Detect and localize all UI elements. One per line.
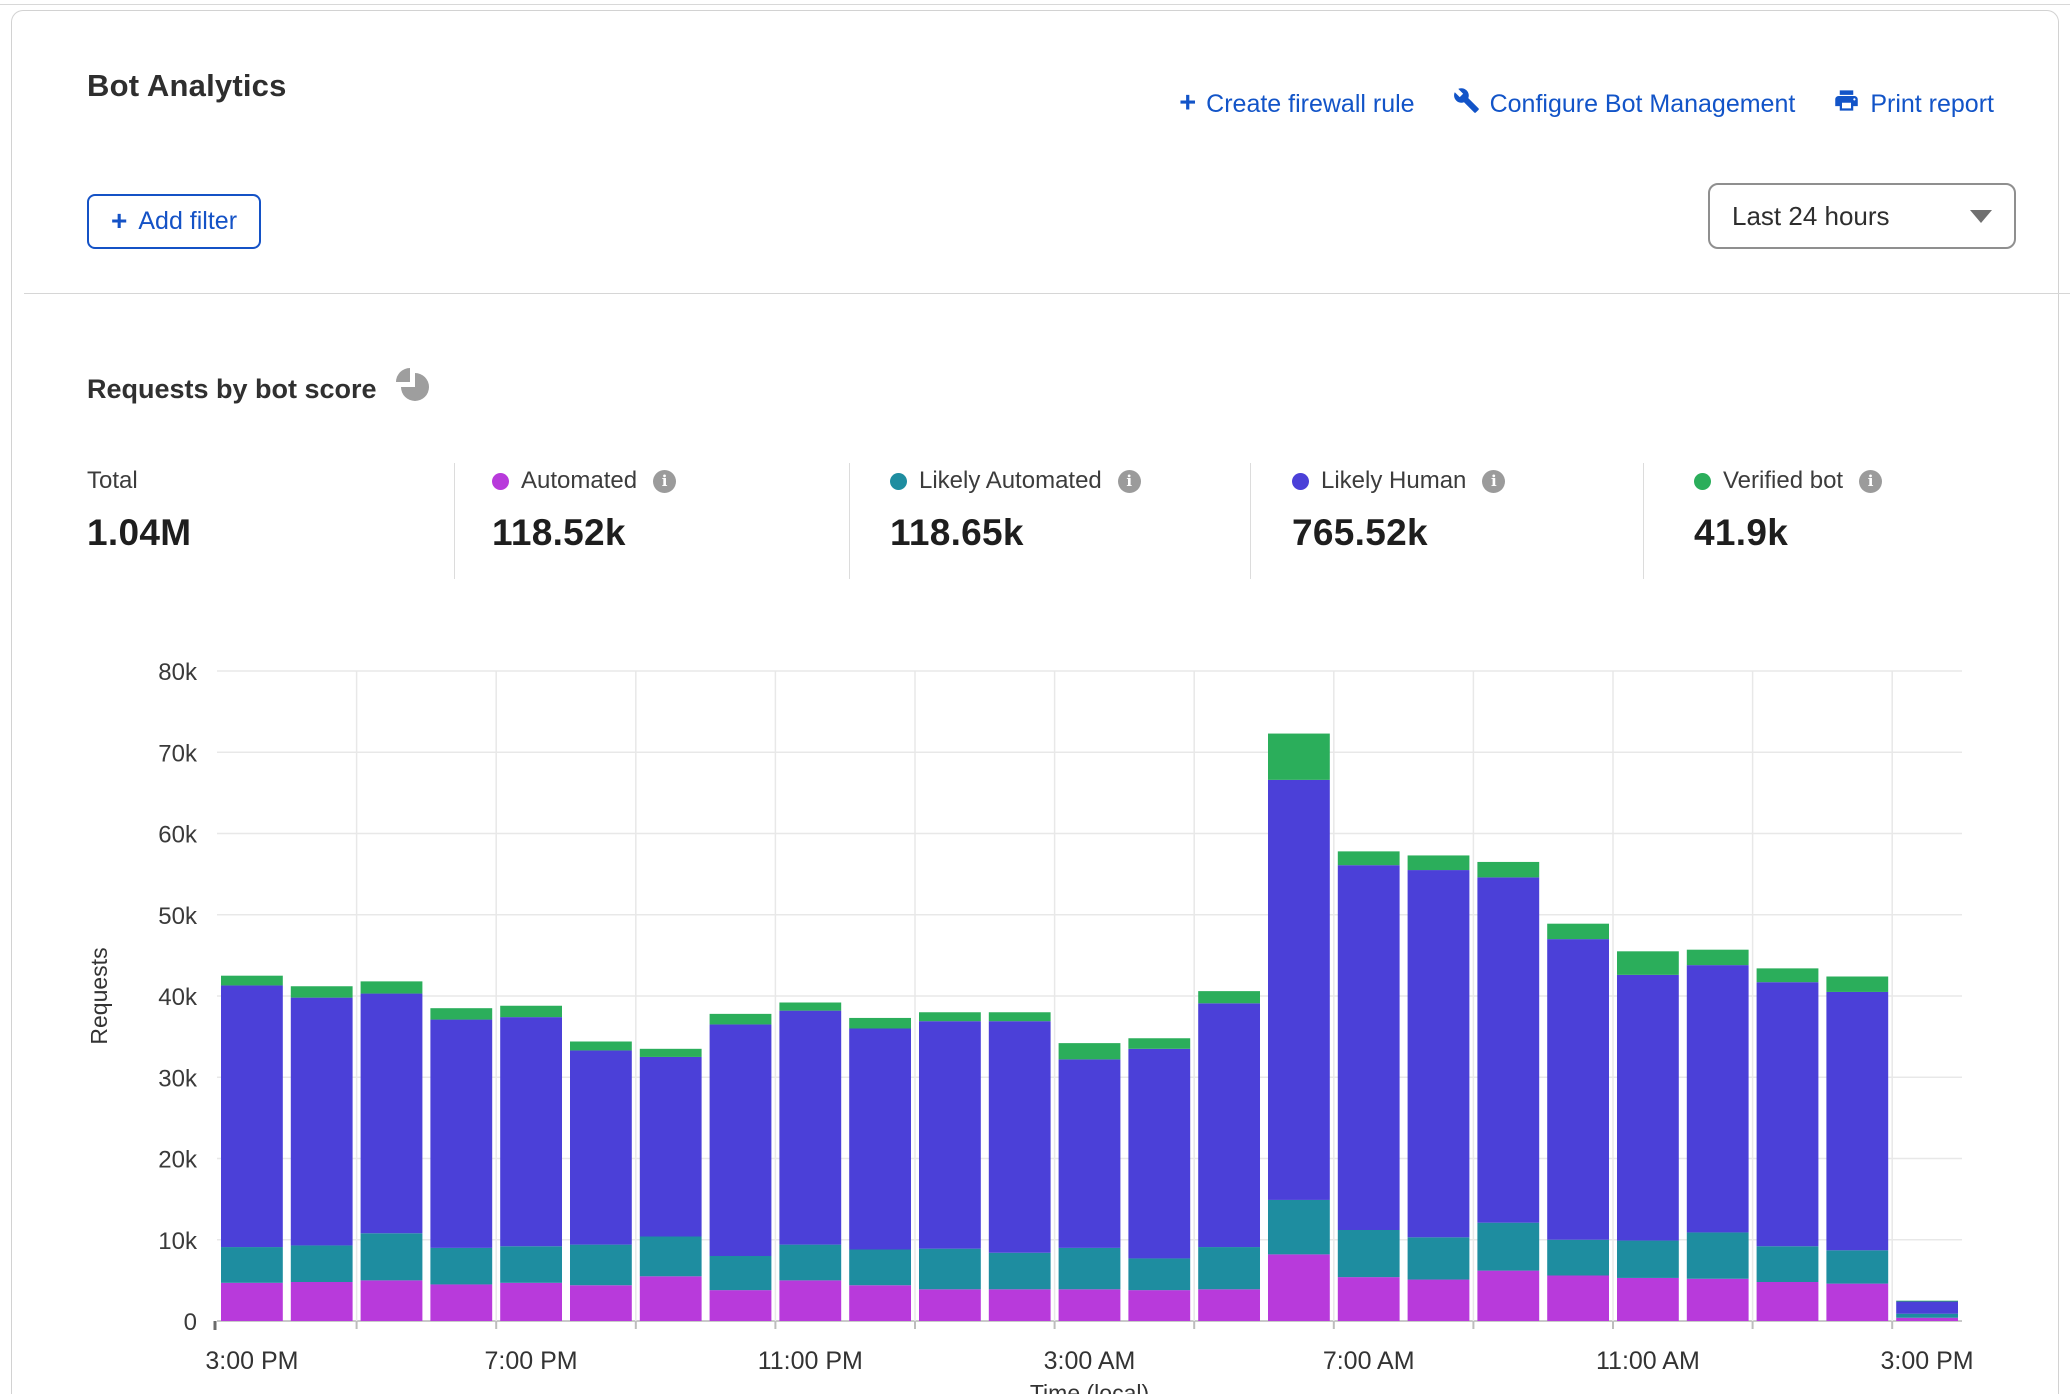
stat-total: Total 1.04M <box>87 466 191 554</box>
top-rule <box>0 4 2070 5</box>
create-firewall-rule-label: Create firewall rule <box>1206 90 1414 119</box>
verified-bot-legend-dot <box>1694 473 1711 490</box>
svg-text:10k: 10k <box>158 1228 198 1255</box>
configure-bot-management-link[interactable]: Configure Bot Management <box>1453 87 1796 121</box>
wrench-icon <box>1453 87 1480 121</box>
svg-text:70k: 70k <box>158 740 198 767</box>
print-report-link[interactable]: Print report <box>1833 87 1994 121</box>
header-actions: + Create firewall rule Configure Bot Man… <box>1179 87 1994 121</box>
stat-total-value: 1.04M <box>87 512 191 554</box>
info-icon[interactable]: i <box>1482 470 1505 493</box>
create-firewall-rule-link[interactable]: + Create firewall rule <box>1179 90 1414 119</box>
svg-text:11:00 AM: 11:00 AM <box>1596 1347 1700 1375</box>
svg-text:80k: 80k <box>158 659 198 686</box>
print-report-label: Print report <box>1870 90 1994 119</box>
svg-text:3:00 PM: 3:00 PM <box>205 1347 298 1375</box>
svg-text:7:00 PM: 7:00 PM <box>485 1347 578 1375</box>
pie-chart-icon <box>393 367 433 412</box>
stat-likely-automated-label: Likely Automated <box>919 467 1102 495</box>
stat-verified-bot-label: Verified bot <box>1723 467 1843 495</box>
info-icon[interactable]: i <box>1859 470 1882 493</box>
stat-separator <box>454 463 455 579</box>
stat-verified-bot-value: 41.9k <box>1694 512 1882 554</box>
stat-total-label: Total <box>87 467 138 495</box>
svg-text:40k: 40k <box>158 984 198 1011</box>
stat-automated-value: 118.52k <box>492 512 676 554</box>
stat-separator <box>1250 463 1251 579</box>
time-range-value: Last 24 hours <box>1732 201 1890 232</box>
info-icon[interactable]: i <box>1118 470 1141 493</box>
plus-icon: + <box>1179 89 1196 118</box>
stat-verified-bot: Verified bot i 41.9k <box>1694 466 1882 554</box>
stat-separator <box>1643 463 1644 579</box>
stat-separator <box>849 463 850 579</box>
add-filter-label: Add filter <box>138 207 237 236</box>
bot-score-chart[interactable]: 0 10k 20k 30k 40k 50k 60k 70k 80k 3:00 PM 7:00 PM 1… <box>12 631 2070 1394</box>
svg-text:Requests: Requests <box>86 947 112 1044</box>
stat-likely-automated-value: 118.65k <box>890 512 1141 554</box>
printer-icon <box>1833 87 1860 121</box>
svg-text:0: 0 <box>184 1309 197 1336</box>
page-title: Bot Analytics <box>87 68 287 104</box>
header-divider <box>24 293 2070 294</box>
time-range-select[interactable]: Last 24 hours <box>1708 183 2016 249</box>
svg-text:30k: 30k <box>158 1065 198 1092</box>
svg-text:11:00 PM: 11:00 PM <box>758 1347 863 1375</box>
bot-analytics-card: Bot Analytics + Create firewall rule Con… <box>11 10 2059 1394</box>
section-title-row: Requests by bot score <box>87 367 433 412</box>
stat-likely-human: Likely Human i 765.52k <box>1292 466 1505 554</box>
chevron-down-icon <box>1970 210 1992 223</box>
info-icon[interactable]: i <box>653 470 676 493</box>
stat-likely-automated: Likely Automated i 118.65k <box>890 466 1141 554</box>
svg-text:Time (local): Time (local) <box>1030 1380 1149 1394</box>
svg-text:60k: 60k <box>158 822 198 849</box>
add-filter-button[interactable]: + Add filter <box>87 194 261 249</box>
plus-icon: + <box>111 207 127 235</box>
stat-automated-label: Automated <box>521 467 637 495</box>
stat-likely-human-value: 765.52k <box>1292 512 1505 554</box>
configure-bot-management-label: Configure Bot Management <box>1490 90 1796 119</box>
section-title: Requests by bot score <box>87 374 377 405</box>
svg-text:3:00 PM: 3:00 PM <box>1881 1347 1974 1375</box>
likely-automated-legend-dot <box>890 473 907 490</box>
svg-text:3:00 AM: 3:00 AM <box>1044 1347 1136 1375</box>
automated-legend-dot <box>492 473 509 490</box>
likely-human-legend-dot <box>1292 473 1309 490</box>
stat-automated: Automated i 118.52k <box>492 466 676 554</box>
svg-text:20k: 20k <box>158 1147 198 1174</box>
svg-text:7:00 AM: 7:00 AM <box>1323 1347 1415 1375</box>
stat-likely-human-label: Likely Human <box>1321 467 1466 495</box>
svg-text:50k: 50k <box>158 903 198 930</box>
